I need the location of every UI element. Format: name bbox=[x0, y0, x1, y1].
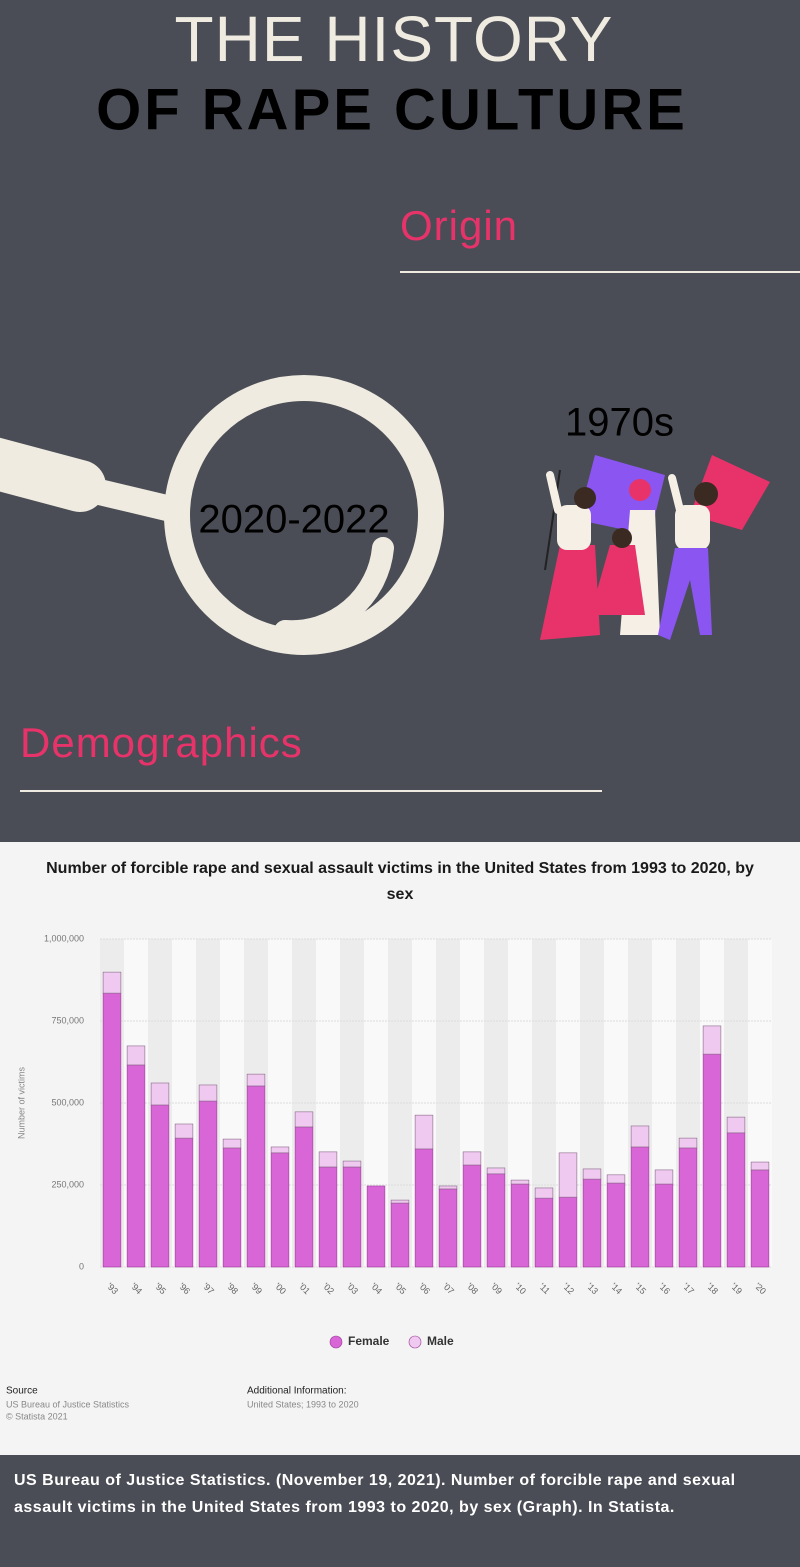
bar-segment bbox=[174, 1123, 194, 1139]
bar-segment bbox=[510, 1179, 530, 1185]
chart: Number of victims Source US Bureau of Ju… bbox=[0, 842, 800, 1455]
bar-segment bbox=[294, 1111, 314, 1128]
bar-segment bbox=[702, 1053, 722, 1268]
y-tick-label: 1,000,000 bbox=[44, 933, 84, 943]
bar-segment bbox=[654, 1169, 674, 1185]
bar-segment bbox=[678, 1147, 698, 1268]
bar-segment bbox=[150, 1104, 170, 1268]
bar-segment bbox=[558, 1152, 578, 1198]
source-heading: Source bbox=[6, 1386, 38, 1397]
bar-segment bbox=[534, 1197, 554, 1268]
bar-segment bbox=[654, 1183, 674, 1268]
bar-segment bbox=[342, 1160, 362, 1168]
legend-swatch bbox=[408, 1335, 422, 1349]
bar-segment bbox=[630, 1146, 650, 1268]
bar-segment bbox=[294, 1126, 314, 1268]
bar-segment bbox=[582, 1178, 602, 1268]
bar-segment bbox=[174, 1137, 194, 1268]
bar-segment bbox=[246, 1073, 266, 1087]
y-tick-label: 0 bbox=[79, 1261, 84, 1271]
bar-segment bbox=[582, 1168, 602, 1180]
bar-segment bbox=[342, 1166, 362, 1268]
magnifier-ring bbox=[164, 375, 444, 655]
y-axis-label: Number of victims bbox=[16, 1066, 26, 1139]
bar-segment bbox=[558, 1196, 578, 1268]
bar-segment bbox=[150, 1082, 170, 1106]
source-line: © Statista 2021 bbox=[6, 1411, 68, 1421]
bar-segment bbox=[678, 1137, 698, 1149]
bar-segment bbox=[510, 1183, 530, 1268]
bar-segment bbox=[270, 1146, 290, 1154]
bar-segment bbox=[486, 1167, 506, 1175]
chart-title: Number of forcible rape and sexual assau… bbox=[46, 860, 754, 903]
bar-segment bbox=[126, 1045, 146, 1066]
period-label: 2020-2022 bbox=[198, 498, 389, 542]
bar-segment bbox=[462, 1151, 482, 1166]
magnifier-glint bbox=[274, 537, 394, 643]
bar-segment bbox=[102, 971, 122, 994]
bar-segment bbox=[222, 1138, 242, 1149]
magnifier-handle bbox=[0, 437, 106, 512]
protest-illustration bbox=[540, 455, 770, 640]
origin-heading: Origin bbox=[400, 202, 518, 249]
bar-segment bbox=[750, 1161, 770, 1171]
bar-segment bbox=[462, 1164, 482, 1268]
additional-heading: Additional Information: bbox=[247, 1386, 347, 1397]
bar-segment bbox=[750, 1169, 770, 1268]
bar-segment bbox=[390, 1202, 410, 1268]
title-line2: OF RAPE CULTURE bbox=[96, 77, 688, 142]
demographics-heading: Demographics bbox=[20, 719, 303, 766]
bar-segment bbox=[438, 1188, 458, 1268]
bar-segment bbox=[414, 1114, 434, 1150]
bar-segment bbox=[102, 992, 122, 1268]
bar-segment bbox=[222, 1147, 242, 1268]
bar-segment bbox=[198, 1100, 218, 1268]
bar-segment bbox=[366, 1185, 386, 1268]
legend-label: Male bbox=[427, 1334, 454, 1348]
era-label: 1970s bbox=[565, 401, 674, 445]
bar-segment bbox=[438, 1185, 458, 1190]
bar-segment bbox=[702, 1025, 722, 1055]
legend-label: Female bbox=[348, 1334, 390, 1348]
bar-segment bbox=[486, 1173, 506, 1268]
y-tick-label: 250,000 bbox=[51, 1179, 84, 1189]
bar-segment bbox=[390, 1199, 410, 1204]
y-tick-label: 500,000 bbox=[51, 1097, 84, 1107]
citation: US Bureau of Justice Statistics. (Novemb… bbox=[14, 1472, 736, 1516]
bar-segment bbox=[246, 1085, 266, 1268]
bar-segment bbox=[606, 1182, 626, 1268]
bar-segment bbox=[126, 1064, 146, 1268]
bar-segment bbox=[414, 1148, 434, 1268]
bar-segment bbox=[270, 1152, 290, 1268]
y-tick-label: 750,000 bbox=[51, 1015, 84, 1025]
additional-text: United States; 1993 to 2020 bbox=[247, 1399, 359, 1409]
title-line1: THE HISTORY bbox=[175, 3, 614, 75]
bar-segment bbox=[726, 1116, 746, 1134]
bar-segment bbox=[606, 1174, 626, 1184]
bar-segment bbox=[318, 1151, 338, 1168]
legend-swatch bbox=[329, 1335, 343, 1349]
bar-segment bbox=[534, 1187, 554, 1199]
source-line: US Bureau of Justice Statistics bbox=[6, 1399, 130, 1409]
bar-segment bbox=[726, 1132, 746, 1268]
magnifier-neck bbox=[66, 472, 179, 523]
bar-segment bbox=[318, 1166, 338, 1268]
header-graphic: THE HISTORY OF RAPE CULTURE Origin 2020-… bbox=[0, 2, 800, 792]
bar-segment bbox=[630, 1125, 650, 1148]
bar-segment bbox=[198, 1084, 218, 1102]
